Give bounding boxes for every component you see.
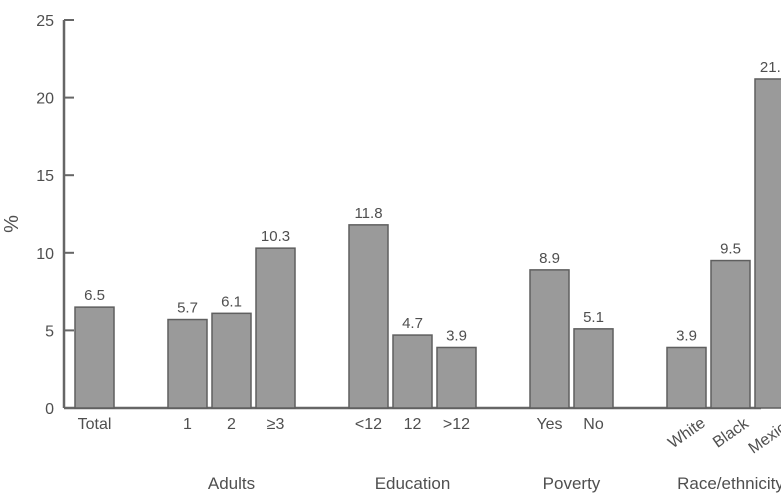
group-label: Adults [208, 474, 255, 493]
bar [74, 306, 115, 409]
bars [74, 78, 781, 409]
category-label: 2 [227, 416, 236, 433]
y-tick-label: 25 [36, 13, 54, 30]
bar [710, 259, 751, 409]
bar [529, 269, 570, 409]
data-label: 6.1 [221, 293, 242, 310]
category-label: <12 [355, 416, 382, 433]
bar [348, 224, 389, 409]
group-label: Race/ethnicity [677, 474, 781, 493]
category-label: 12 [404, 416, 422, 433]
data-label: 5.7 [177, 300, 198, 317]
data-label: 6.5 [84, 287, 105, 304]
bar [573, 328, 614, 409]
data-label: 11.8 [354, 205, 382, 222]
data-label: 3.9 [676, 327, 697, 344]
data-label: 9.5 [720, 241, 741, 258]
category-label: Yes [536, 416, 562, 433]
labels: 0 5 10 15 20 25 6.5 Total 5.7 1 6.1 2 10.3 ≥3 Adults 11… [36, 13, 781, 493]
y-tick-label: 10 [36, 246, 54, 263]
data-label: 8.9 [539, 250, 560, 267]
data-label: 3.9 [446, 327, 467, 344]
bar [436, 346, 477, 409]
category-label: >12 [443, 416, 470, 433]
category-label: ≥3 [267, 416, 285, 433]
category-label: 1 [183, 416, 192, 433]
bar [255, 247, 296, 409]
bar [392, 334, 433, 409]
group-label: Poverty [543, 474, 601, 493]
category-label: Mexican [746, 409, 781, 457]
category-label: White [665, 415, 708, 452]
y-tick-label: 20 [36, 91, 54, 108]
y-axis-title: % [1, 215, 23, 233]
y-tick-label: 15 [36, 168, 54, 185]
bar [666, 346, 707, 409]
bar [754, 78, 781, 409]
data-label: 5.1 [583, 309, 604, 326]
y-tick-label: 5 [45, 323, 54, 340]
bar [167, 318, 208, 409]
data-label: 4.7 [402, 315, 423, 332]
y-tick-label: 0 [45, 401, 54, 418]
category-label: Total [78, 416, 112, 433]
data-label: 21.2 [760, 59, 781, 76]
category-label: No [583, 416, 604, 433]
bar [211, 312, 252, 409]
data-label: 10.3 [261, 228, 290, 245]
group-label: Education [375, 474, 451, 493]
